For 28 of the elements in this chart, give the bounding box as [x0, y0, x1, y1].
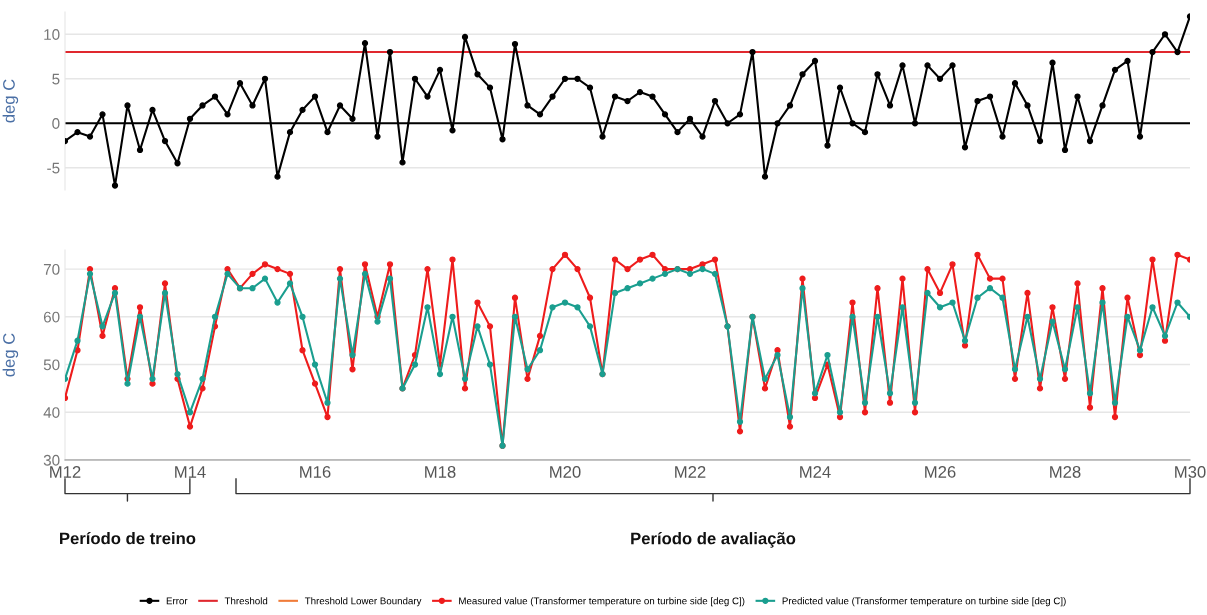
x-tick-label: M24 [800, 466, 831, 478]
y-axis-title: deg C [2, 333, 19, 377]
legend-label: Measured value (Transformer temperature on turbine side [deg C]) [459, 597, 745, 607]
x-tick-label: M20 [550, 466, 581, 478]
x-tick-label: M12 [50, 466, 81, 478]
text: Período de avaliação [631, 531, 796, 548]
y-tick-label: 10 [44, 29, 60, 40]
y-tick-label: -5 [47, 162, 60, 174]
y-tick-label: 0 [52, 118, 60, 129]
x-tick-label: M16 [300, 466, 331, 478]
y-tick-label: 40 [43, 407, 60, 418]
x-tick-label: M30 [1175, 466, 1206, 478]
y-tick-label: 70 [43, 263, 60, 275]
x-tick-label: M18 [425, 466, 456, 478]
y-tick-label: 30 [43, 454, 60, 466]
y-tick-label: 50 [43, 359, 60, 371]
legend-label: Threshold [224, 597, 268, 605]
y-tick-label: 60 [43, 311, 60, 323]
x-tick-label: M14 [175, 466, 206, 478]
y-tick-label: 5 [52, 73, 60, 85]
legend-label: Predicted value (Transformer temperature on turbine side [deg C]) [782, 597, 1066, 607]
y-axis-title: deg C [2, 79, 19, 123]
x-tick-label: M28 [1050, 466, 1081, 478]
text: Threshold Lower Boundary [304, 597, 422, 607]
x-tick-label: M22 [675, 466, 706, 478]
text: Período de treino [60, 531, 196, 545]
legend-label: Error [166, 597, 188, 605]
x-tick-label: M26 [925, 466, 956, 478]
